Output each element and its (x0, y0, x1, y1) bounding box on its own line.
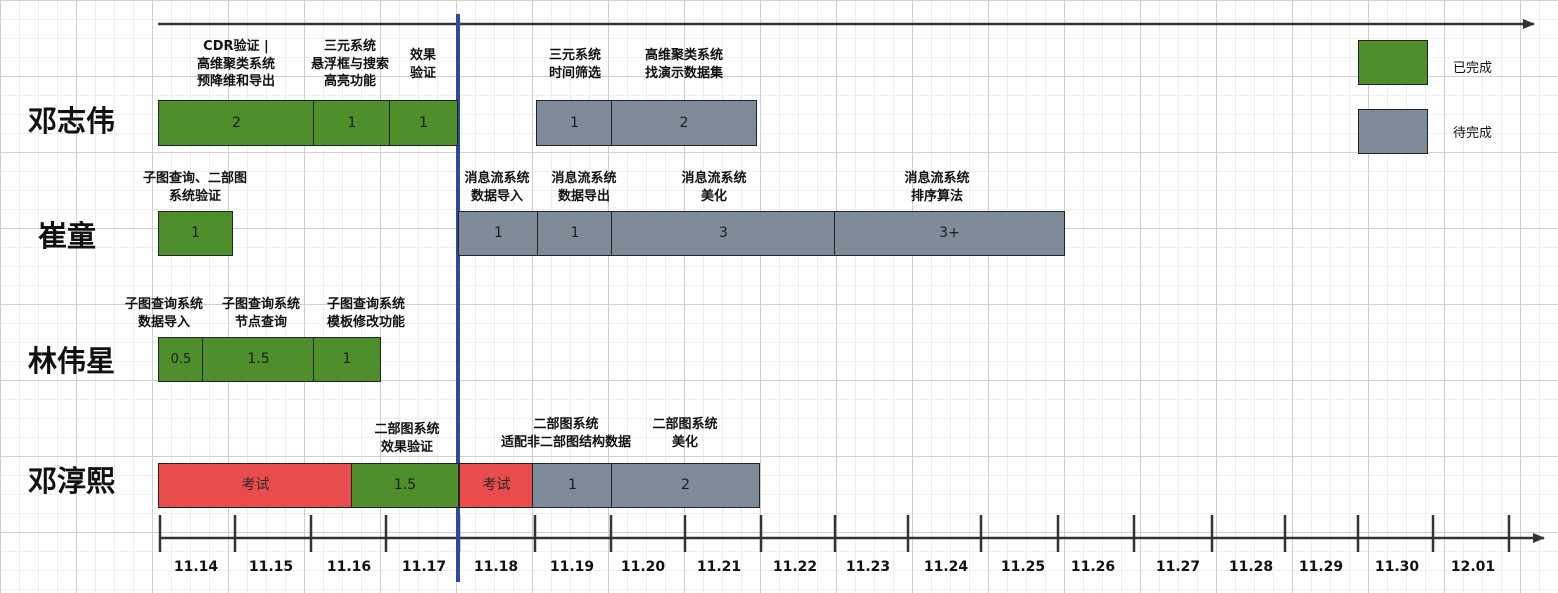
task-bar: 0.5 (158, 337, 204, 382)
date-label: 11.17 (401, 559, 447, 575)
person-name-cui-tong: 崔童 (38, 219, 97, 253)
date-label: 11.23 (845, 559, 891, 575)
date-label: 11.22 (772, 559, 818, 575)
exam-bar: 考试 (459, 463, 534, 508)
date-label: 11.14 (173, 559, 219, 575)
legend-label-todo: 待完成 (1453, 126, 1493, 141)
task-label: 三元系统 时间筛选 (548, 48, 602, 81)
task-label: 子图查询、二部图 系统验证 (142, 171, 248, 204)
task-label: 子图查询系统 模板修改功能 (326, 297, 406, 330)
date-label: 11.24 (923, 559, 969, 575)
task-bar: 1 (458, 211, 539, 256)
task-bar: 2 (611, 100, 757, 146)
task-label: 二部图系统 效果验证 (374, 422, 440, 455)
legend-swatch-done (1358, 40, 1428, 85)
task-bar: 1 (532, 463, 613, 508)
date-label: 11.15 (248, 559, 294, 575)
task-label: 子图查询系统 节点查询 (221, 297, 301, 330)
task-bar: 1 (313, 337, 381, 382)
legend-label-done: 已完成 (1453, 61, 1493, 76)
date-label: 11.25 (1000, 559, 1046, 575)
date-label: 11.21 (696, 559, 742, 575)
task-bar: 3 (611, 211, 836, 256)
date-label: 12.01 (1450, 559, 1496, 575)
task-bar: 2 (158, 100, 315, 146)
exam-bar: 考试 (158, 463, 353, 508)
task-bar: 1 (158, 211, 233, 256)
person-name-deng-chunxi: 邓淳熙 (28, 464, 116, 498)
date-label: 11.30 (1374, 559, 1420, 575)
date-label: 11.28 (1228, 559, 1274, 575)
person-name-deng-zhiwei: 邓志伟 (28, 104, 116, 138)
date-label: 11.29 (1298, 559, 1344, 575)
task-label: 三元系统 悬浮框与搜索 高亮功能 (310, 39, 390, 90)
task-bar: 1 (536, 100, 613, 146)
legend-swatch-todo (1358, 109, 1428, 154)
task-bar: 1 (537, 211, 613, 256)
task-label: 消息流系统 数据导出 (551, 171, 617, 204)
date-label: 11.19 (549, 559, 595, 575)
task-bar: 1 (313, 100, 391, 146)
date-label: 11.27 (1155, 559, 1201, 575)
date-label: 11.18 (473, 559, 519, 575)
task-label: 消息流系统 美化 (681, 171, 747, 204)
task-label: 消息流系统 排序算法 (904, 171, 970, 204)
timeline-ticks (158, 515, 1511, 552)
task-label: CDR验证 | 高维聚类系统 预降维和导出 (196, 39, 276, 90)
task-label: 效果 验证 (409, 48, 437, 81)
task-label: 二部图系统 美化 (652, 417, 718, 450)
person-name-lin-weixing: 林伟星 (28, 344, 116, 378)
date-label: 11.20 (620, 559, 666, 575)
task-label: 消息流系统 数据导入 (464, 171, 530, 204)
date-label: 11.26 (1070, 559, 1116, 575)
task-bar: 2 (611, 463, 760, 508)
task-label: 二部图系统 适配非二部图结构数据 (500, 417, 632, 450)
task-label: 高维聚类系统 找演示数据集 (644, 48, 724, 81)
task-bar: 1.5 (202, 337, 315, 382)
task-label: 子图查询系统 数据导入 (124, 297, 204, 330)
task-bar: 1 (389, 100, 458, 146)
task-bar: 1.5 (351, 463, 459, 508)
date-label: 11.16 (326, 559, 372, 575)
task-bar: 3+ (834, 211, 1065, 256)
